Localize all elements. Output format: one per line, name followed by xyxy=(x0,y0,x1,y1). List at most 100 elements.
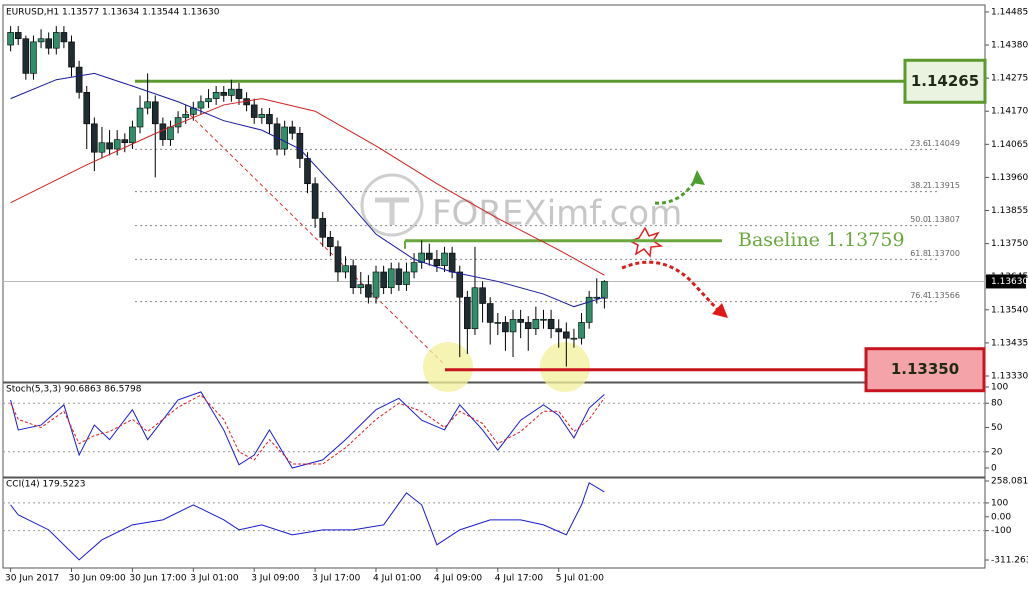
y-tick-label: -100 xyxy=(991,526,1012,536)
candle-body xyxy=(296,132,304,159)
candle-body xyxy=(281,126,288,150)
candle-body xyxy=(159,123,167,140)
y-tick-label: 0 xyxy=(991,464,997,474)
candle-body xyxy=(502,322,509,333)
fib-level: 38.2 xyxy=(910,181,928,190)
y-tick-label: 0.00 xyxy=(991,512,1011,522)
candle-body xyxy=(410,262,418,273)
candle-body xyxy=(380,271,387,289)
candle-body xyxy=(311,183,319,219)
x-tick-label: 3 Jul 09:00 xyxy=(251,574,300,584)
candle-body xyxy=(75,66,83,93)
candle-body xyxy=(395,268,403,285)
x-tick-label: 4 Jul 01:00 xyxy=(373,574,422,584)
panel-title: CCI(14) 179.5223 xyxy=(6,480,86,490)
candle-body xyxy=(517,318,524,323)
candle-body xyxy=(205,98,212,103)
candle-body xyxy=(235,88,243,99)
x-tick-label: 4 Jul 09:00 xyxy=(434,574,483,584)
fib-price: 1.13566 xyxy=(927,291,960,300)
candle-body xyxy=(486,303,494,323)
candle-body xyxy=(593,296,601,299)
candle-body xyxy=(456,271,464,298)
y-tick-label: 1.14380 xyxy=(991,41,1028,51)
fib-price: 1.13700 xyxy=(927,249,960,258)
candle-body xyxy=(22,38,30,74)
stoch-panel xyxy=(2,382,986,478)
panel-title: EURUSD,H1 1.13577 1.13634 1.13544 1.1363… xyxy=(6,8,220,18)
candle-body xyxy=(327,237,334,248)
y-tick-label: 80 xyxy=(991,399,1003,409)
candle-body xyxy=(372,271,380,298)
candle-body xyxy=(37,38,45,43)
candle-body xyxy=(601,281,608,299)
candle-body xyxy=(433,259,441,266)
annotation-label: 1.14265 xyxy=(911,72,979,90)
x-tick-label: 5 Jul 01:00 xyxy=(556,574,605,584)
candle-body xyxy=(288,126,296,134)
candle-body xyxy=(304,158,311,185)
current-price-box xyxy=(986,274,1026,289)
panel-title: Stoch(5,3,3) 90.6863 86.5798 xyxy=(6,385,142,395)
arrowhead xyxy=(692,170,705,185)
y-tick-label: 258.0817 xyxy=(991,477,1028,487)
candle-body xyxy=(52,32,60,49)
watermark-logo xyxy=(360,173,424,237)
candle-body xyxy=(182,114,189,118)
candle-body xyxy=(509,318,517,333)
fib-level: 61.8 xyxy=(910,249,928,258)
candle-body xyxy=(494,322,502,324)
candle-body xyxy=(106,142,113,150)
candle-body xyxy=(136,107,144,128)
candle-body xyxy=(555,328,563,333)
x-tick-label: 3 Jul 17:00 xyxy=(312,574,361,584)
indicator-line xyxy=(10,72,605,308)
candle-body xyxy=(258,114,266,118)
arrow-down xyxy=(621,260,720,312)
fib-price: 1.13915 xyxy=(927,181,960,190)
y-tick-label: 1.14275 xyxy=(991,74,1028,84)
candle-body xyxy=(167,126,174,140)
fib-level: 50.0 xyxy=(910,215,928,224)
candle-body xyxy=(174,117,182,128)
fib-level: 76.4 xyxy=(910,291,928,300)
y-tick-label: 1.14065 xyxy=(991,140,1028,150)
candle-body xyxy=(91,123,98,153)
candle-body xyxy=(113,139,121,150)
candle-body xyxy=(45,38,52,49)
y-tick-label: 20 xyxy=(991,447,1003,457)
candle-body xyxy=(448,252,456,273)
y-tick-label: 1.13960 xyxy=(991,173,1028,183)
x-tick-label: 3 Jul 01:00 xyxy=(190,574,239,584)
candle-body xyxy=(532,318,540,330)
watermark: FOREXimf.com xyxy=(432,194,682,234)
candle-body xyxy=(144,101,151,109)
candle-body xyxy=(212,92,220,99)
fib-price: 1.13807 xyxy=(927,215,960,224)
candle-body xyxy=(418,252,425,263)
highlight xyxy=(423,342,473,392)
candle-body xyxy=(98,142,106,153)
price-panel xyxy=(2,4,986,383)
arrow-up xyxy=(654,177,699,205)
candle-body xyxy=(220,92,228,96)
candle-body xyxy=(14,32,22,40)
candle-body xyxy=(547,318,555,330)
candle-body xyxy=(319,218,327,238)
candle-body xyxy=(563,331,570,339)
x-tick-label: 30 Jun 17:00 xyxy=(129,574,186,584)
y-tick-label: 1.13435 xyxy=(991,338,1028,348)
y-tick-label: 1.13855 xyxy=(991,206,1028,216)
arrowhead xyxy=(712,303,728,318)
y-tick-label: 1.13540 xyxy=(991,305,1028,315)
indicator-line xyxy=(10,482,605,561)
candle-body xyxy=(228,88,235,96)
y-tick-label: 1.14485 xyxy=(991,7,1028,17)
candle-body xyxy=(479,287,486,304)
candle-body xyxy=(578,322,585,339)
candle-body xyxy=(60,32,68,43)
fib-price: 1.14049 xyxy=(927,139,960,148)
y-tick-label: -311.2637 xyxy=(991,556,1028,566)
candle-body xyxy=(266,114,273,125)
